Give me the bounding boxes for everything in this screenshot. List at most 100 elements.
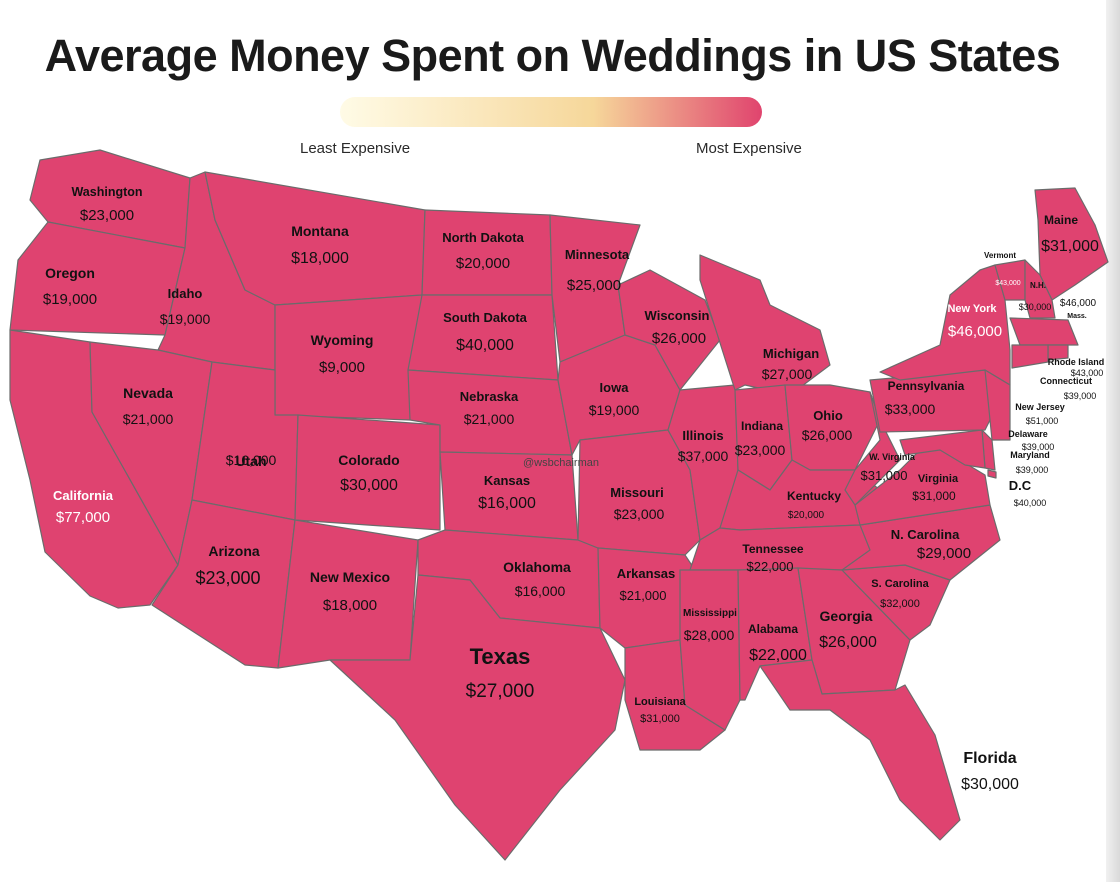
state-label-n-h: N.H.: [1030, 281, 1046, 290]
state-label-idaho: Idaho: [168, 286, 203, 301]
state-label-colorado: Colorado: [338, 452, 399, 468]
state-label-california: California: [53, 488, 114, 503]
state-label-new-mexico: New Mexico: [310, 569, 390, 585]
state-label-virginia: Virginia: [918, 473, 959, 485]
state-label-tennessee: Tennessee: [742, 542, 803, 556]
state-label-wisconsin: Wisconsin: [645, 308, 710, 323]
state-label-mass: Mass.: [1067, 313, 1087, 320]
state-michigan: [699, 254, 831, 396]
state-label-new-york: New York: [947, 303, 997, 315]
state-label-kentucky: Kentucky: [787, 489, 841, 503]
state-value-south-dakota: $40,000: [456, 337, 514, 354]
edge-strip: [1106, 0, 1120, 882]
state-florida: [759, 659, 961, 841]
state-value-new-york: $46,000: [948, 323, 1002, 340]
state-label-nevada: Nevada: [123, 385, 173, 401]
state-wisconsin: [617, 269, 721, 391]
state-value-iowa: $19,000: [589, 402, 640, 418]
state-value-mass: $46,000: [1060, 298, 1097, 309]
state-value-new-mexico: $18,000: [323, 597, 377, 614]
state-label-connecticut: Connecticut: [1040, 376, 1092, 386]
state-label-kansas: Kansas: [484, 473, 530, 488]
state-label-utah: Utah: [235, 453, 266, 469]
state-d-c: [987, 469, 997, 479]
state-value-pennsylvania: $33,000: [885, 401, 936, 417]
state-n-h: [1024, 259, 1056, 319]
state-value-w-virginia: $31,000: [861, 468, 908, 483]
state-connecticut: [1011, 344, 1049, 369]
state-label-oregon: Oregon: [45, 265, 95, 281]
state-value-arkansas: $21,000: [620, 588, 667, 603]
state-value-nebraska: $21,000: [464, 411, 515, 427]
state-value-michigan: $27,000: [762, 366, 813, 382]
state-value-illinois: $37,000: [678, 448, 729, 464]
state-value-colorado: $30,000: [340, 477, 398, 494]
state-label-iowa: Iowa: [600, 380, 630, 395]
state-label-n-carolina: N. Carolina: [891, 527, 960, 542]
state-value-maine: $31,000: [1041, 238, 1099, 255]
state-label-minnesota: Minnesota: [565, 247, 630, 262]
state-value-texas: $27,000: [466, 681, 535, 702]
state-value-arizona: $23,000: [195, 568, 260, 588]
state-mississippi: [679, 569, 741, 731]
state-value-connecticut: $39,000: [1064, 391, 1097, 401]
state-value-maryland: $39,000: [1016, 465, 1049, 475]
state-label-delaware: Delaware: [1008, 429, 1048, 439]
state-label-wyoming: Wyoming: [311, 332, 374, 348]
state-value-tennessee: $22,000: [747, 559, 794, 574]
state-value-north-dakota: $20,000: [456, 255, 510, 272]
state-maine: [1034, 187, 1109, 301]
state-value-indiana: $23,000: [735, 442, 786, 458]
state-mass: [1009, 317, 1079, 346]
state-label-vermont: Vermont: [984, 251, 1016, 260]
state-label-north-dakota: North Dakota: [442, 230, 524, 245]
state-value-louisiana: $31,000: [640, 713, 680, 725]
state-label-ohio: Ohio: [813, 408, 843, 423]
state-label-mississippi: Mississippi: [683, 608, 737, 619]
state-maryland: [899, 429, 986, 469]
state-label-georgia: Georgia: [820, 608, 873, 624]
state-label-arkansas: Arkansas: [617, 566, 676, 581]
state-label-arizona: Arizona: [208, 543, 260, 559]
state-labels: Washington $23,000 Oregon $19,000 California…: [43, 185, 1104, 793]
state-value-florida: $30,000: [961, 776, 1019, 793]
state-value-idaho: $19,000: [160, 311, 211, 327]
state-value-new-jersey: $51,000: [1026, 416, 1059, 426]
state-value-california: $77,000: [56, 509, 110, 526]
state-value-vermont: $43,000: [995, 280, 1020, 287]
legend-most-label: Most Expensive: [696, 140, 802, 157]
state-label-indiana: Indiana: [741, 419, 783, 433]
state-virginia: [854, 439, 991, 526]
state-wyoming: [274, 294, 423, 421]
state-label-d-c: D.C: [1009, 478, 1032, 493]
state-value-utah: $16,000: [226, 452, 277, 468]
state-label-w-virginia: W. Virginia: [869, 452, 916, 462]
state-label-maryland: Maryland: [1010, 450, 1050, 460]
state-value-n-carolina: $29,000: [917, 545, 971, 562]
state-value-mississippi: $28,000: [684, 627, 735, 643]
state-label-pennsylvania: Pennsylvania: [888, 379, 965, 393]
state-value-wyoming: $9,000: [319, 359, 365, 376]
state-value-rhode-island: $43,000: [1071, 368, 1104, 378]
state-north-dakota: [421, 209, 553, 296]
state-value-georgia: $26,000: [819, 634, 877, 651]
state-label-washington: Washington: [71, 185, 142, 199]
legend-gradient-bar: [340, 97, 762, 127]
state-label-new-jersey: New Jersey: [1015, 402, 1065, 412]
page-title: Average Money Spent on Weddings in US St…: [44, 30, 1061, 81]
state-value-washington: $23,000: [80, 207, 134, 224]
state-value-d-c: $40,000: [1014, 498, 1047, 508]
state-label-louisiana: Louisiana: [634, 696, 686, 708]
state-label-nebraska: Nebraska: [460, 389, 519, 404]
state-value-montana: $18,000: [291, 250, 349, 267]
state-label-oklahoma: Oklahoma: [503, 559, 571, 575]
state-label-maine: Maine: [1044, 213, 1078, 227]
state-value-kentucky: $20,000: [788, 510, 825, 521]
state-label-texas: Texas: [470, 644, 531, 669]
state-oregon: [9, 221, 186, 336]
state-shapes: [9, 149, 1109, 861]
state-value-s-carolina: $32,000: [880, 598, 920, 610]
state-value-nevada: $21,000: [123, 411, 174, 427]
state-new-jersey: [984, 369, 1011, 441]
